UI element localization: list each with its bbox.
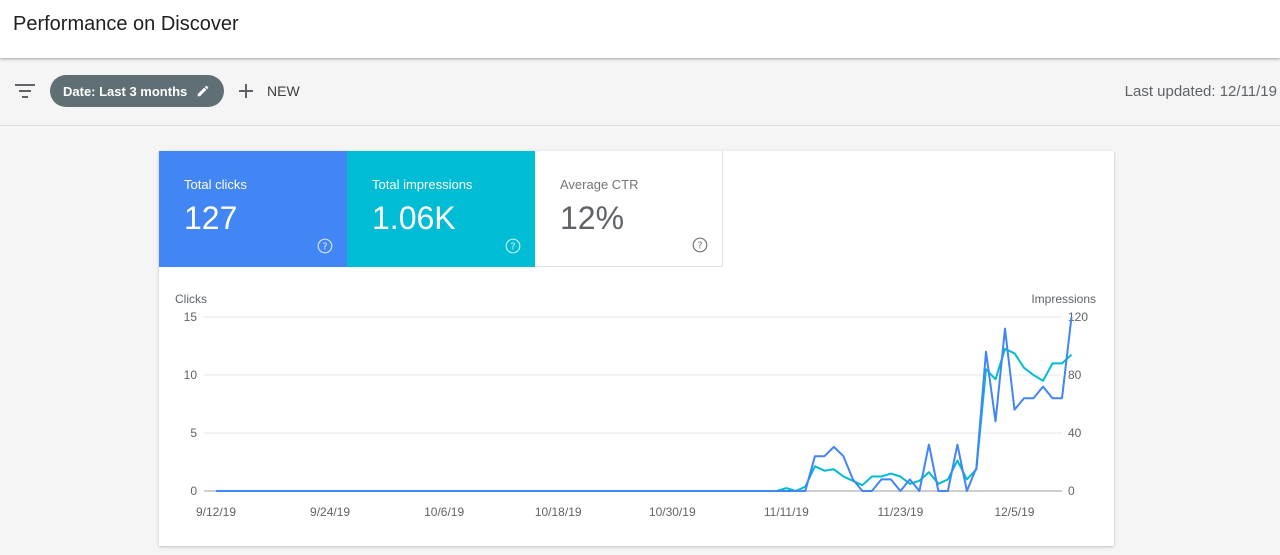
x-tick-label: 11/23/19 [877, 505, 923, 519]
metric-value: 12% [560, 200, 625, 236]
svg-text:?: ? [322, 241, 327, 252]
svg-text:?: ? [697, 240, 702, 251]
metric-label: Total clicks [184, 177, 247, 192]
x-tick-label: 10/18/19 [535, 505, 582, 519]
toolbar: Date: Last 3 months NEW Last updated: 12… [0, 58, 1280, 126]
y-left-tick-label: 0 [190, 484, 197, 498]
y-left-axis-label: Clicks [175, 292, 207, 306]
metric-total-impressions[interactable]: Total impressions 1.06K ? [347, 151, 535, 267]
metric-label: Total impressions [372, 177, 473, 192]
y-right-axis-label: Impressions [1031, 292, 1096, 306]
y-left-tick-label: 5 [190, 426, 197, 440]
metric-average-ctr[interactable]: Average CTR 12% ? [535, 151, 723, 267]
last-updated-text: Last updated: 12/11/19 [1124, 83, 1277, 100]
metric-total-clicks[interactable]: Total clicks 127 ? [159, 151, 347, 267]
y-right-tick-label: 40 [1068, 426, 1082, 440]
x-tick-label: 10/30/19 [649, 505, 696, 519]
page-title: Performance on Discover [13, 13, 239, 35]
x-tick-label: 11/11/19 [764, 505, 809, 519]
series-line-clicks [216, 316, 1073, 492]
x-tick-label: 12/5/19 [994, 505, 1034, 519]
y-right-tick-label: 120 [1068, 310, 1088, 324]
help-icon[interactable]: ? [692, 237, 708, 253]
help-icon[interactable]: ? [317, 238, 333, 254]
filter-list-icon[interactable] [14, 82, 36, 100]
y-left-tick-label: 10 [184, 368, 198, 382]
date-chip-label: Date: Last 3 months [63, 83, 188, 99]
y-right-tick-label: 80 [1068, 368, 1082, 382]
new-button-label: NEW [267, 83, 300, 99]
pencil-icon [198, 85, 209, 97]
metric-value: 127 [184, 200, 238, 236]
x-tick-label: 10/6/19 [424, 505, 464, 519]
new-filter-button[interactable]: NEW [236, 78, 300, 104]
series-line-impressions [216, 347, 1073, 492]
plus-icon [239, 84, 253, 98]
svg-text:?: ? [510, 241, 515, 252]
metric-value: 1.06K [372, 200, 456, 236]
page-header: Performance on Discover [0, 0, 1280, 58]
help-icon[interactable]: ? [505, 238, 521, 254]
y-right-tick-label: 0 [1068, 484, 1075, 498]
y-left-tick-label: 15 [184, 310, 198, 324]
performance-chart: Clicks Impressions 15 10 5 0 120 80 40 0 9/12/… [175, 292, 1096, 519]
metric-label: Average CTR [560, 177, 639, 192]
x-tick-label: 9/12/19 [196, 505, 236, 519]
date-filter-chip[interactable]: Date: Last 3 months [50, 75, 225, 107]
performance-card: Total clicks 127 ? Total impressions 1.0… [159, 151, 1114, 546]
x-tick-label: 9/24/19 [310, 505, 350, 519]
